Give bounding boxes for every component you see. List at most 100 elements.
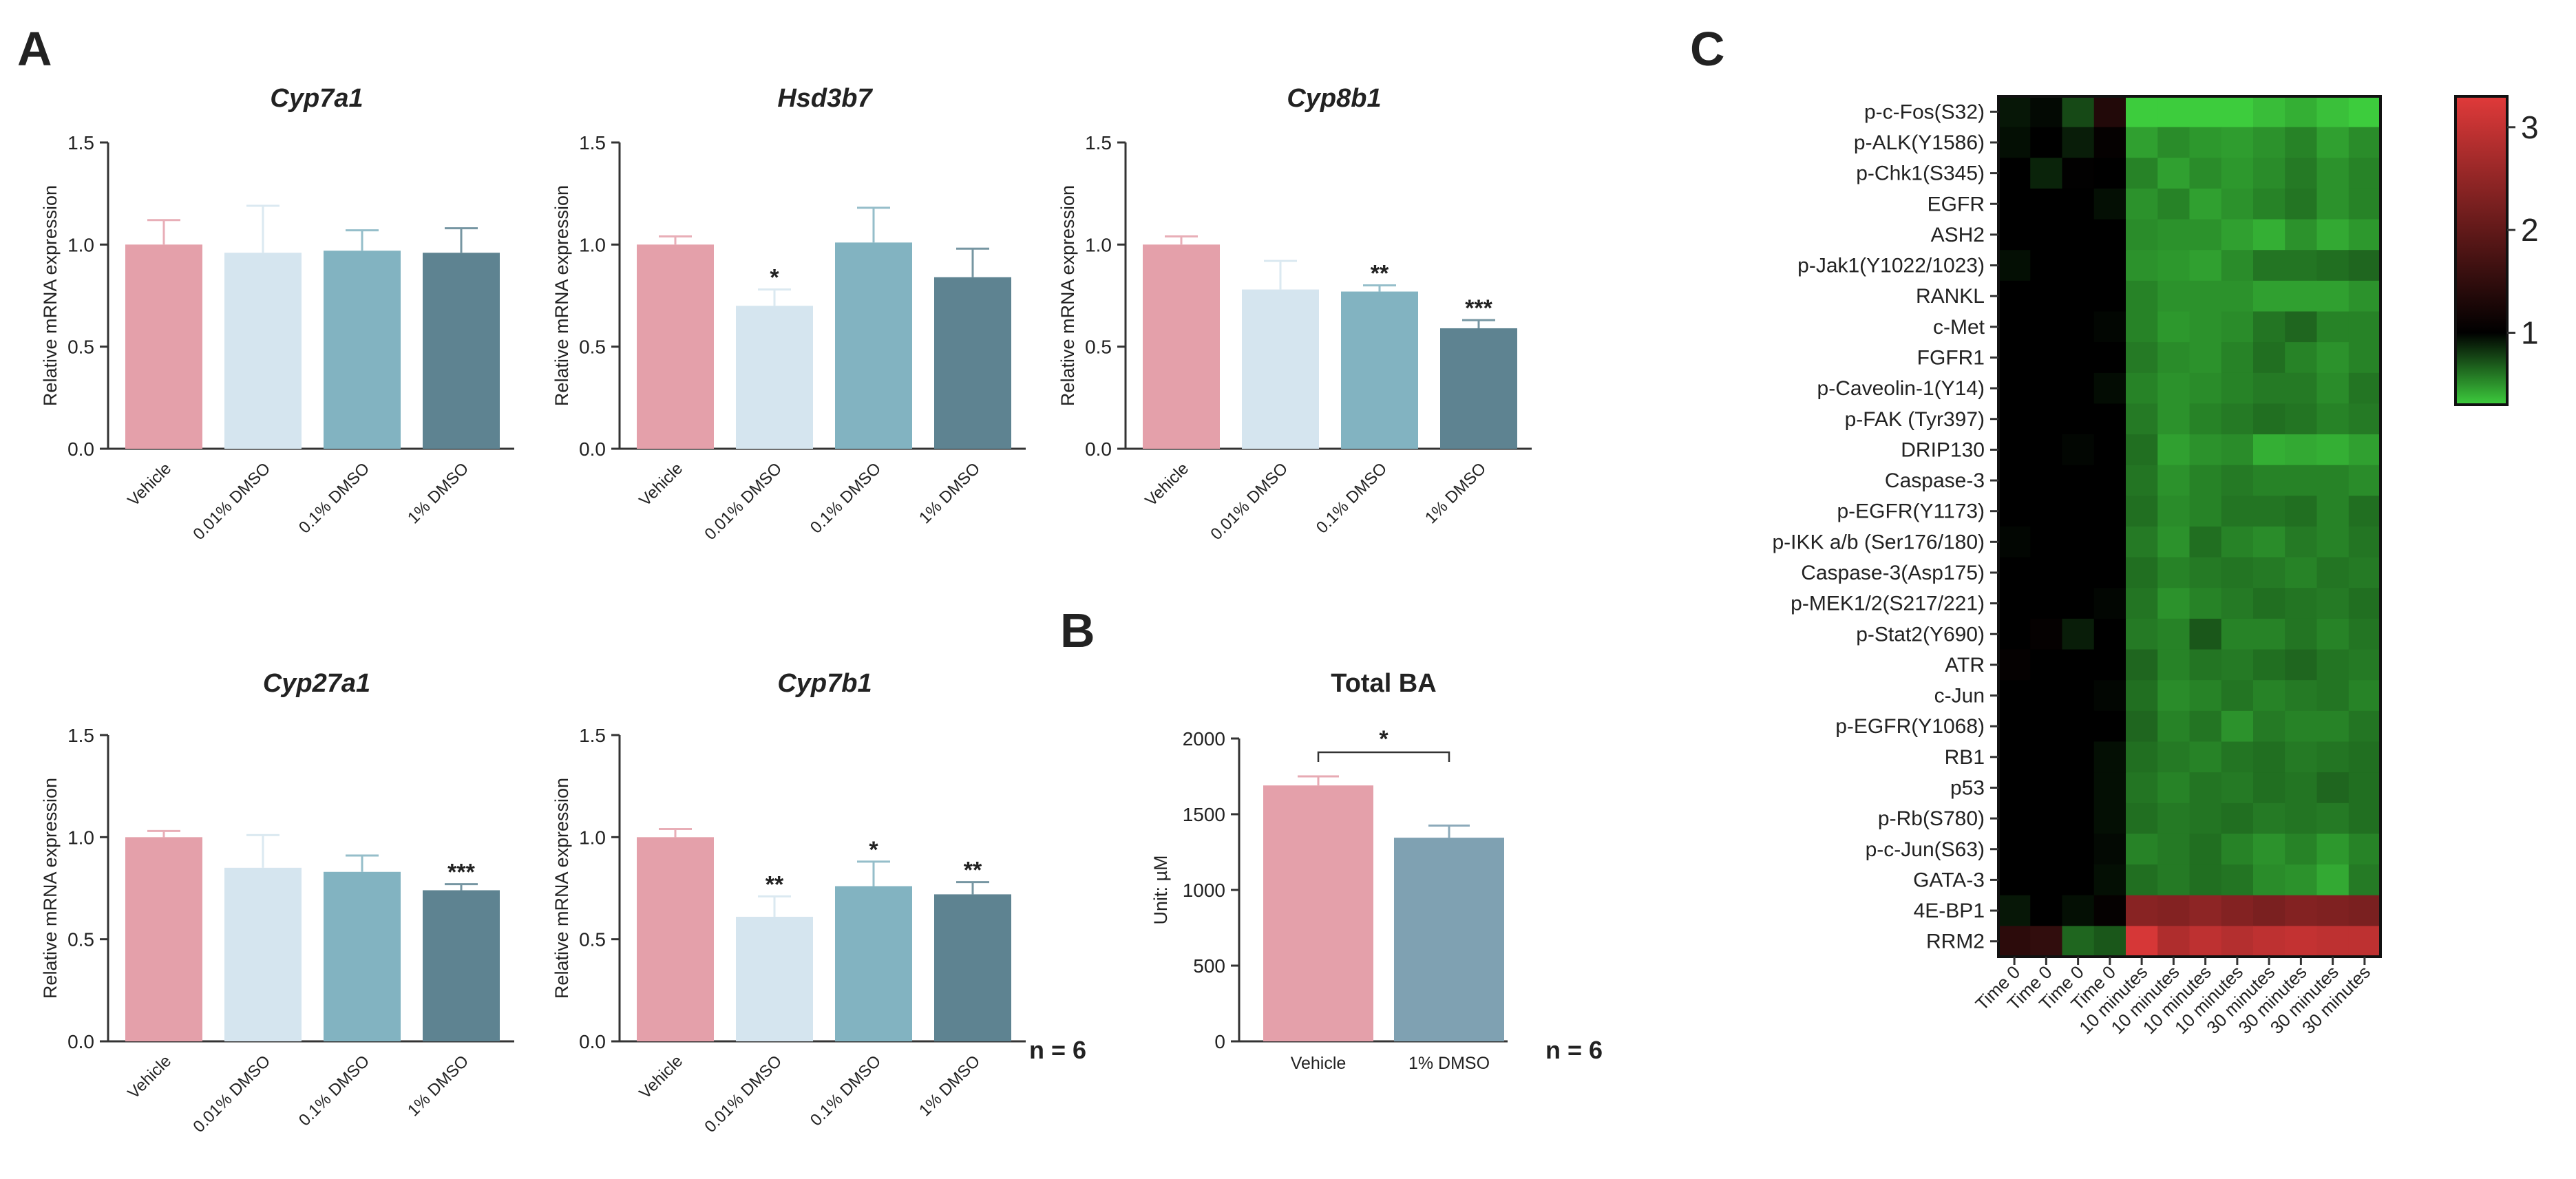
significance-marker: * [1379, 726, 1389, 752]
y-tick-label: 0.0 [579, 438, 606, 460]
heatmap-cell [2093, 496, 2126, 527]
heatmap-cell [2126, 96, 2158, 128]
heatmap-cell [2062, 280, 2095, 312]
bar-0-01-dmso [224, 253, 302, 449]
heatmap-cell [2221, 219, 2254, 251]
heatmap-cell [2253, 864, 2285, 896]
heatmap-cell [2221, 649, 2254, 681]
heatmap-cell [2030, 527, 2063, 558]
heatmap-cell [2189, 618, 2222, 650]
heatmap-cell [2221, 127, 2254, 158]
heatmap-cell [2093, 833, 2126, 865]
heatmap-cell [2285, 280, 2318, 312]
heatmap-cell [2348, 219, 2381, 251]
heatmap-cell [2062, 772, 2095, 804]
heatmap-cell [2030, 833, 2063, 865]
heatmap-cell [1998, 710, 2031, 743]
heatmap-cell [2157, 710, 2190, 743]
bar-0-01-dmso [736, 306, 813, 449]
heatmap-cell [2348, 280, 2381, 312]
heatmap-cell [2189, 588, 2222, 619]
colorbar-tick-label: 1 [2521, 315, 2539, 350]
heatmap-cell [2030, 710, 2063, 743]
heatmap-cell [2093, 864, 2126, 896]
heatmap-cell [2285, 895, 2318, 926]
heatmap-cell [2285, 250, 2318, 282]
heatmap-cell [2157, 311, 2190, 343]
heatmap-cell [2348, 680, 2381, 712]
heatmap-cell [2157, 342, 2190, 374]
heatmap-cell [2221, 557, 2254, 588]
heatmap-cell [2157, 618, 2190, 650]
row-label: RB1 [1945, 746, 1985, 769]
heatmap-cell [2253, 741, 2285, 773]
heatmap-cell [2189, 158, 2222, 189]
bar-vehicle [1263, 785, 1373, 1041]
bar-chart-hsd3b7: Hsd3b7 Relative mRNA expression 0.0 0.5 1.0 1… [551, 84, 1026, 544]
y-tick-label: 1.5 [67, 725, 94, 746]
heatmap-cell [2316, 250, 2350, 282]
heatmap-cell [2189, 803, 2222, 835]
heatmap: p-c-Fos(S32) p-ALK(Y1586) p-Chk1(S345) EGFR… [1772, 95, 2539, 1038]
row-label: ASH2 [1931, 224, 1985, 246]
heatmap-cell [2062, 741, 2095, 773]
heatmap-cell [2093, 188, 2126, 220]
heatmap-cell [2030, 219, 2063, 251]
row-label: p-MEK1/2(S217/221) [1791, 593, 1985, 615]
heatmap-cell [2316, 588, 2350, 619]
heatmap-cell [2093, 588, 2126, 619]
heatmap-cell [2285, 710, 2318, 743]
row-label: p-EGFR(Y1173) [1837, 500, 1985, 523]
heatmap-cell [2253, 465, 2285, 496]
heatmap-cell [2221, 465, 2254, 496]
heatmap-cell [2030, 557, 2063, 588]
heatmap-cell [2093, 618, 2126, 650]
heatmap-cell [2157, 280, 2190, 312]
heatmap-cell [2316, 219, 2350, 251]
heatmap-cell [2348, 434, 2381, 466]
heatmap-cell [2093, 127, 2126, 158]
heatmap-cell [2093, 741, 2126, 773]
bar-vehicle [637, 244, 714, 449]
heatmap-cell [1998, 772, 2031, 804]
heatmap-cell [2062, 557, 2095, 588]
heatmap-cell [2285, 496, 2318, 527]
heatmap-cell [2189, 434, 2222, 466]
heatmap-cell [2093, 250, 2126, 282]
bar-0-1-dmso [324, 251, 401, 449]
n-label-b: n = 6 [1545, 1036, 1603, 1064]
heatmap-cell [2157, 557, 2190, 588]
bar-0-01-dmso [736, 917, 813, 1041]
heatmap-cell [2189, 833, 2222, 865]
heatmap-cell [1998, 618, 2031, 650]
heatmap-cell [2253, 434, 2285, 466]
heatmap-cell [2030, 803, 2063, 835]
row-label: p-Chk1(S345) [1856, 162, 1985, 185]
heatmap-cell [2126, 557, 2158, 588]
heatmap-cell [2126, 680, 2158, 712]
heatmap-cell [2189, 311, 2222, 343]
chart-title: Cyp8b1 [1287, 84, 1381, 113]
heatmap-cell [2253, 772, 2285, 804]
heatmap-cell [1998, 342, 2031, 374]
y-tick-label: 0.0 [67, 1031, 94, 1052]
heatmap-cell [2030, 434, 2063, 466]
heatmap-cell [2253, 372, 2285, 405]
panel-label-a: A [17, 22, 52, 76]
heatmap-cell [2157, 833, 2190, 865]
heatmap-cell [2253, 895, 2285, 926]
heatmap-cell [1998, 311, 2031, 343]
row-label: p-ALK(Y1586) [1854, 131, 1985, 154]
heatmap-cell [1998, 926, 2031, 957]
heatmap-cell [2062, 342, 2095, 374]
heatmap-cell [2093, 342, 2126, 374]
heatmap-cell [2189, 465, 2222, 496]
heatmap-cell [2221, 772, 2254, 804]
heatmap-cell [2062, 188, 2095, 220]
n-label-a: n = 6 [1029, 1036, 1086, 1064]
heatmap-cell [2189, 895, 2222, 926]
bar-1-dmso [934, 277, 1011, 449]
heatmap-cell [2285, 864, 2318, 896]
heatmap-cell [2253, 833, 2285, 865]
heatmap-cell [1998, 833, 2031, 865]
